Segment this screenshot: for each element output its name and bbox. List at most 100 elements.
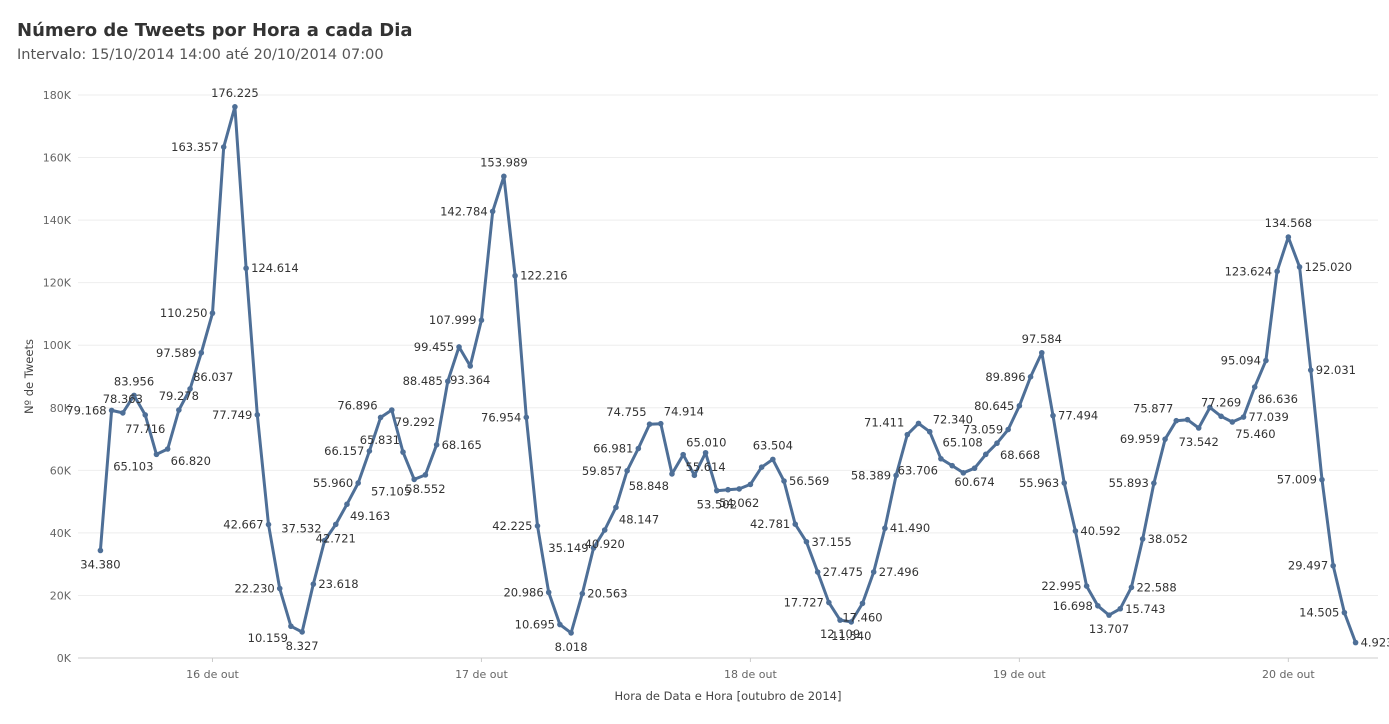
data-label: 53.502 (697, 498, 737, 512)
data-point (870, 569, 877, 575)
data-point (1240, 414, 1247, 420)
data-point (332, 521, 339, 528)
y-tick-label: 160K (43, 152, 72, 165)
data-point (669, 471, 675, 477)
data-point (814, 569, 821, 575)
data-label: 34.380 (80, 557, 120, 571)
data-label: 20.986 (503, 585, 543, 599)
data-point (613, 504, 619, 511)
y-tick-label: 40K (50, 527, 72, 540)
data-label: 69.959 (1120, 432, 1160, 446)
data-label: 42.667 (223, 518, 263, 532)
y-tick-label: 0K (57, 652, 72, 665)
y-tick-label: 80K (50, 402, 72, 415)
data-label: 80.645 (974, 399, 1014, 413)
data-label: 55.963 (1019, 476, 1059, 490)
data-label: 55.960 (313, 476, 353, 490)
data-label: 56.569 (789, 474, 829, 488)
data-point (456, 344, 462, 350)
data-point (97, 547, 104, 554)
data-label: 58.389 (851, 468, 891, 482)
data-point (512, 272, 518, 279)
data-point (164, 446, 171, 452)
chart-title: Número de Tweets por Hora a cada Dia (17, 20, 413, 41)
data-point (1184, 416, 1191, 423)
data-label: 65.831 (360, 433, 400, 447)
data-label: 71.411 (864, 416, 904, 430)
data-point (792, 521, 799, 527)
data-point (299, 629, 305, 635)
data-point (288, 623, 294, 630)
data-point (1083, 583, 1090, 589)
data-label: 74.755 (606, 405, 646, 419)
data-label: 42.721 (316, 531, 356, 545)
data-point (601, 527, 608, 533)
data-label: 88.485 (403, 374, 443, 388)
data-label: 13.707 (1089, 622, 1129, 636)
data-label: 77.494 (1058, 409, 1098, 423)
data-point (198, 349, 205, 356)
data-label: 107.999 (429, 313, 477, 327)
data-points (97, 104, 1359, 646)
y-tick-label: 140K (43, 214, 72, 227)
data-label: 23.618 (318, 577, 358, 591)
data-label: 57.105 (371, 484, 411, 498)
data-point (131, 392, 137, 399)
data-point (388, 407, 395, 413)
data-point (489, 208, 496, 215)
data-label: 27.475 (823, 565, 863, 579)
data-label: 57.009 (1277, 473, 1317, 487)
series-line (98, 105, 1358, 644)
data-point (848, 619, 855, 625)
data-label: 76.896 (337, 398, 377, 412)
data-point (960, 470, 967, 476)
data-point (938, 455, 944, 462)
data-point (579, 590, 586, 597)
data-label: 99.455 (414, 340, 454, 354)
data-label: 20.563 (587, 587, 627, 601)
y-tick-label: 180K (43, 89, 72, 102)
data-label: 63.706 (898, 464, 938, 478)
data-label: 79.168 (66, 403, 106, 417)
data-label: 65.103 (113, 459, 153, 473)
data-point (904, 431, 911, 438)
data-point (400, 449, 406, 455)
data-point (1330, 562, 1336, 569)
data-label: 22.995 (1041, 579, 1081, 593)
data-label: 37.532 (281, 522, 321, 536)
data-label: 10.695 (515, 618, 555, 632)
x-tick-label: 17 de out (455, 668, 508, 681)
data-point (422, 472, 429, 478)
data-point (1027, 374, 1034, 380)
data-label: 92.031 (1316, 363, 1356, 377)
data-point (232, 104, 238, 110)
data-point (859, 600, 866, 607)
data-label: 16.698 (1053, 599, 1093, 613)
data-point (344, 501, 350, 508)
data-label: 22.230 (234, 581, 274, 595)
data-label: 42.225 (492, 519, 532, 533)
data-point (1207, 404, 1213, 411)
data-label: 97.584 (1022, 332, 1062, 346)
data-label: 42.781 (750, 517, 790, 531)
data-label: 75.877 (1133, 402, 1173, 416)
data-label: 110.250 (160, 306, 208, 320)
data-point (590, 545, 597, 551)
data-label: 68.668 (1000, 448, 1040, 462)
data-label: 153.989 (480, 155, 528, 169)
data-point (915, 420, 922, 427)
data-label: 58.848 (629, 479, 669, 493)
x-axis-ticks: 16 de out 17 de out 18 de out 19 de out 20 d… (186, 658, 1315, 681)
x-tick-label: 19 de out (993, 668, 1046, 681)
data-point (568, 630, 574, 636)
data-label: 49.163 (350, 509, 390, 523)
data-point (736, 486, 743, 492)
data-label: 59.857 (582, 464, 622, 478)
data-label: 73.059 (963, 422, 1003, 436)
data-point (1251, 384, 1258, 390)
data-label: 15.743 (1125, 602, 1165, 616)
data-label: 77.716 (125, 422, 165, 436)
data-point (680, 451, 686, 458)
data-point (1061, 480, 1068, 486)
data-point (209, 310, 216, 316)
